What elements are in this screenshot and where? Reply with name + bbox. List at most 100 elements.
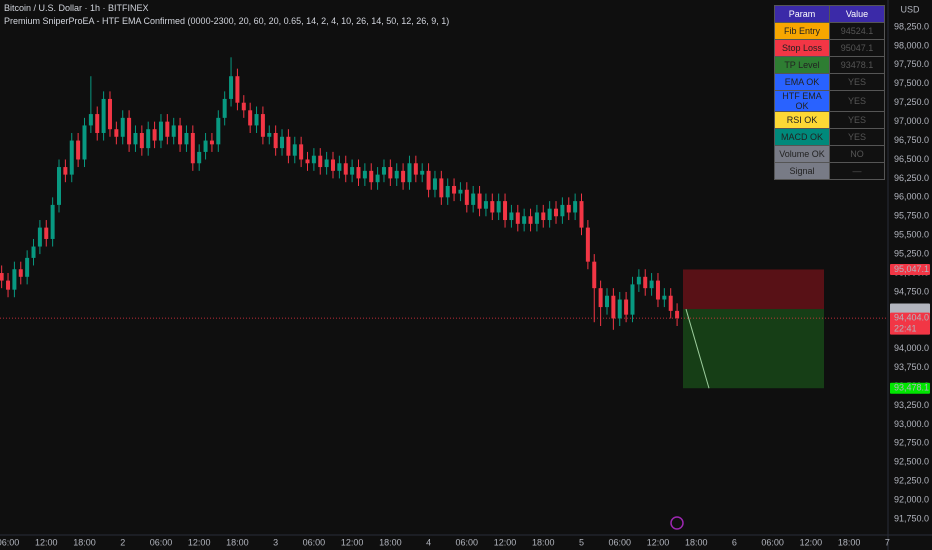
- param: MACD OK: [774, 128, 830, 146]
- candle-body: [547, 208, 552, 221]
- x-tick-label: 18:00: [532, 537, 555, 547]
- candle-body: [534, 212, 539, 224]
- candle-body: [254, 114, 259, 126]
- candle-body: [76, 140, 81, 160]
- candle-body: [439, 178, 444, 198]
- param: EMA OK: [774, 73, 830, 91]
- candle-body: [63, 167, 68, 175]
- price-label-bg: [890, 303, 930, 315]
- x-tick-label: 06:00: [608, 537, 631, 547]
- param: Stop Loss: [774, 39, 830, 57]
- candle-body: [222, 98, 227, 118]
- price-label-bg: [890, 263, 930, 275]
- candle-body: [178, 125, 183, 145]
- candle-body: [579, 201, 584, 228]
- candle-body: [643, 276, 648, 289]
- candle-body: [585, 227, 590, 262]
- candle-body: [12, 269, 17, 290]
- candle-body: [158, 121, 163, 141]
- y-tick-label: 97,000.0: [894, 116, 929, 126]
- candle-body: [649, 280, 654, 289]
- candle-body: [286, 136, 291, 156]
- candle-body: [229, 76, 234, 99]
- y-tick-label: 92,250.0: [894, 476, 929, 486]
- candle-body: [273, 132, 278, 149]
- candle-body: [190, 132, 195, 164]
- y-tick-label: 96,500.0: [894, 154, 929, 164]
- candle-body: [311, 155, 316, 164]
- candle-body: [655, 280, 660, 300]
- table-header: Value: [829, 5, 885, 23]
- y-tick-label: 95,500.0: [894, 230, 929, 240]
- candle-body: [25, 257, 30, 277]
- candle-body: [662, 295, 667, 300]
- x-tick-label: 12:00: [341, 537, 364, 547]
- price-label: 93,478.1: [894, 383, 929, 393]
- candle-body: [401, 170, 406, 183]
- x-tick-label: 06:00: [761, 537, 784, 547]
- y-tick-label: 96,000.0: [894, 192, 929, 202]
- candle-body: [464, 189, 469, 205]
- candle-body: [560, 204, 565, 217]
- candle-body: [636, 276, 641, 285]
- trade-arrow: [685, 308, 710, 389]
- y-tick-label: 93,750.0: [894, 362, 929, 372]
- candle-body: [369, 170, 374, 183]
- candle-body: [611, 295, 616, 319]
- candle-body: [541, 212, 546, 221]
- y-tick-label: 95,250.0: [894, 248, 929, 258]
- table-header: Param: [774, 5, 830, 23]
- candle-body: [496, 201, 501, 213]
- candle-body: [515, 212, 520, 224]
- candle-body: [598, 288, 603, 308]
- candle-body: [146, 129, 151, 149]
- candle-body: [331, 159, 335, 171]
- x-tick-label: 18:00: [685, 537, 708, 547]
- x-tick-label: 18:00: [838, 537, 861, 547]
- x-tick-label: 12:00: [494, 537, 517, 547]
- icon: [670, 516, 684, 530]
- candle-body: [445, 185, 450, 198]
- value: —: [829, 162, 885, 180]
- candle-body: [44, 227, 49, 239]
- x-tick-label: 12:00: [35, 537, 58, 547]
- candle-body: [668, 295, 673, 311]
- x-tick-label: 06:00: [0, 537, 19, 547]
- candle-body: [573, 201, 578, 213]
- y-tick-label: 94,750.0: [894, 286, 929, 296]
- price-label: 94,524.1: [894, 303, 929, 313]
- candle-body: [388, 167, 393, 179]
- candle-body: [483, 201, 488, 209]
- candle-body: [197, 151, 202, 164]
- candle-body: [267, 132, 272, 137]
- candle-body: [95, 114, 100, 133]
- countdown: 22:41: [894, 324, 917, 334]
- candle-body: [127, 117, 132, 145]
- candle-body: [139, 132, 144, 149]
- candle-body: [184, 132, 189, 145]
- candle-body: [675, 310, 680, 319]
- candle-body: [50, 204, 55, 239]
- candle-body: [133, 132, 138, 145]
- y-tick-label: 93,000.0: [894, 419, 929, 429]
- candle-body: [37, 227, 42, 247]
- candle-body: [522, 216, 527, 224]
- candle-body: [82, 125, 87, 160]
- value: 95047.1: [829, 39, 885, 57]
- candle-body: [88, 114, 93, 126]
- candle-body: [490, 201, 495, 213]
- currency: USD: [900, 4, 920, 14]
- x-tick-label: 18:00: [379, 537, 402, 547]
- param: TP Level: [774, 56, 830, 74]
- candle-body: [509, 212, 514, 221]
- candle-body: [318, 155, 323, 168]
- x-tick-label: 6: [732, 537, 737, 547]
- y-tick-label: 98,000.0: [894, 40, 929, 50]
- x-tick-label: 4: [426, 537, 431, 547]
- y-tick-label: 98,250.0: [894, 21, 929, 31]
- candle-body: [528, 216, 533, 224]
- candle-body: [260, 114, 265, 137]
- param: Fib Entry: [774, 22, 830, 40]
- candle-body: [426, 170, 431, 190]
